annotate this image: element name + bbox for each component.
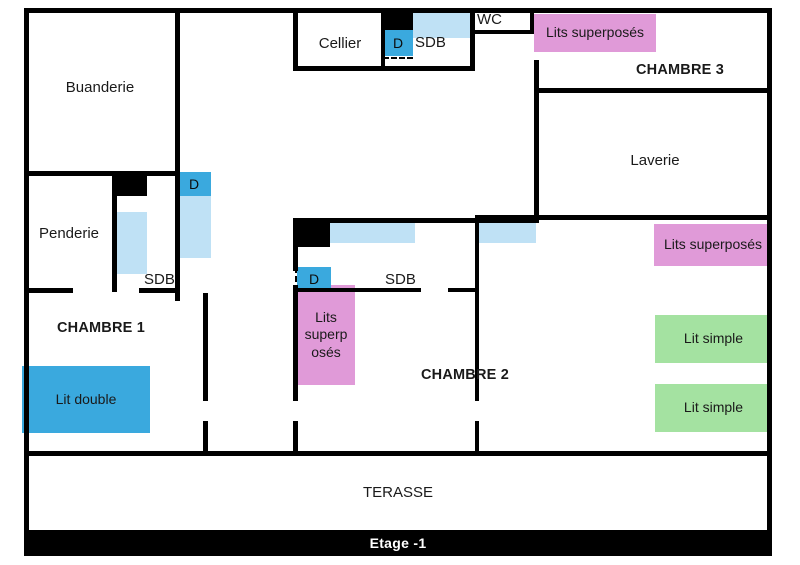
label-sdb-ch2-text: SDB (385, 271, 416, 289)
bunk-bed-chambre2: Lits superp osés (297, 285, 355, 385)
bunk-bed-chambre3-label: Lits superposés (545, 24, 645, 41)
bunk-bed-laverie-label: Lits superposés (663, 236, 763, 253)
wall-wc-right (530, 8, 534, 34)
bunk-bed-chambre2-line2: superp (304, 326, 348, 343)
label-sdb-cellier: SDB (415, 33, 459, 53)
label-penderie-text: Penderie (38, 225, 100, 243)
fixture-shower-sdb-ch2-a (330, 221, 415, 243)
bunk-bed-laverie: Lits superposés (654, 224, 772, 266)
wall-sdb-ch2-bottom-stub (448, 288, 476, 292)
label-terasse-text: TERASSE (362, 484, 434, 502)
wall-sdb-ch1-right (175, 176, 180, 301)
wall-laverie-bottom (475, 215, 772, 220)
label-chambre3-text: CHAMBRE 3 (636, 61, 724, 78)
wall-terasse-right (767, 451, 772, 556)
single-bed-2: Lit simple (655, 384, 772, 432)
double-bed-chambre1-label: Lit double (55, 390, 117, 407)
door-sdb-ch1-label: D (188, 176, 200, 192)
black-block-chambre2 (295, 221, 330, 247)
wall-chambre1-right-lower (203, 421, 208, 451)
label-chambre1-text: CHAMBRE 1 (57, 319, 145, 336)
wall-laverie-left-upper (534, 88, 539, 140)
wall-terasse-top (24, 451, 772, 456)
label-terasse: TERASSE (24, 483, 772, 503)
wall-wc-bottom (470, 30, 534, 34)
wall-sdb-cellier-right (470, 8, 475, 70)
wall-outer-top (24, 8, 772, 13)
wall-sdb-ch2-bottom (295, 288, 421, 292)
label-sdb-ch2: SDB (385, 270, 429, 290)
single-bed-1-label: Lit simple (683, 330, 744, 347)
door-sdb-ch1[interactable]: D (177, 172, 211, 196)
label-sdb-ch1-text: SDB (144, 271, 175, 289)
wall-cellier-right (381, 8, 385, 70)
wall-sdb-ch2-left-lower (293, 285, 298, 401)
bunk-bed-chambre2-line1: Lits (315, 308, 337, 325)
label-buanderie: Buanderie (24, 78, 176, 98)
label-cellier-text: Cellier (318, 35, 362, 53)
label-cellier: Cellier (298, 34, 382, 54)
door-sdb-ch2-hinge (295, 267, 298, 291)
wall-buanderie-right (175, 8, 180, 176)
door-sdb-cellier[interactable]: D (383, 30, 413, 56)
wall-laverie-left-lower (534, 166, 539, 218)
wall-outer-right (767, 8, 772, 451)
wall-outer-left-upper (24, 8, 29, 171)
label-sdb-cellier-text: SDB (415, 34, 446, 52)
label-chambre2-text: CHAMBRE 2 (421, 366, 509, 383)
floor-title-bar: Etage -1 (24, 530, 772, 556)
wall-sdb-ch2-left-upper (293, 218, 298, 271)
label-wc-text: WC (477, 11, 502, 29)
wall-chambre3-laverie-top (534, 88, 772, 93)
wall-cellier-bottom (293, 66, 385, 71)
label-wc: WC (477, 10, 517, 30)
label-buanderie-text: Buanderie (65, 79, 135, 97)
label-chambre2: CHAMBRE 2 (395, 365, 535, 385)
door-sdb-ch2-label: D (308, 271, 320, 287)
wall-chambre2-right-upper (475, 218, 479, 292)
bunk-bed-chambre2-line3: osés (311, 343, 341, 360)
black-block-penderie (117, 172, 147, 196)
wall-sdb-cellier-bottom (381, 66, 475, 71)
wall-buanderie-bottom (24, 171, 180, 176)
fixture-bath-penderie (117, 212, 147, 274)
fixture-shower-cellier (410, 10, 472, 38)
label-sdb-ch1: SDB (144, 270, 188, 290)
double-bed-chambre1: Lit double (22, 366, 150, 433)
wall-chambre1-right-upper (203, 293, 208, 401)
wall-penderie-bottom (24, 288, 73, 293)
wall-sdb-ch2-top (295, 218, 539, 223)
wall-chambre3-left (534, 60, 539, 93)
wall-chambre2-right-bottom (475, 421, 479, 451)
fixture-shower-sdb-ch1 (177, 196, 211, 258)
fixture-shower-sdb-ch2-b (478, 221, 536, 243)
bunk-bed-chambre3: Lits superposés (534, 14, 656, 52)
wall-terasse-left (24, 451, 29, 556)
door-sdb-cellier-swing (383, 56, 413, 59)
wall-outer-left-lower (24, 171, 29, 451)
single-bed-1: Lit simple (655, 315, 772, 363)
label-laverie: Laverie (580, 151, 730, 171)
wall-sdb-ch1-bottom (139, 288, 180, 293)
wall-corridor-vertical (534, 140, 539, 168)
floor-title-text: Etage -1 (369, 535, 427, 551)
wall-penderie-right (112, 176, 117, 292)
door-sdb-cellier-label: D (392, 35, 404, 51)
label-chambre1: CHAMBRE 1 (28, 318, 174, 338)
single-bed-2-label: Lit simple (683, 399, 744, 416)
door-sdb-ch2[interactable]: D (297, 267, 331, 291)
label-laverie-text: Laverie (630, 152, 680, 170)
wall-cellier-left (293, 8, 298, 70)
wall-sdb-ch2-left-bottom (293, 421, 298, 451)
wall-chambre2-right-lower (475, 292, 479, 401)
label-penderie: Penderie (26, 224, 112, 244)
label-chambre3: CHAMBRE 3 (600, 60, 760, 80)
